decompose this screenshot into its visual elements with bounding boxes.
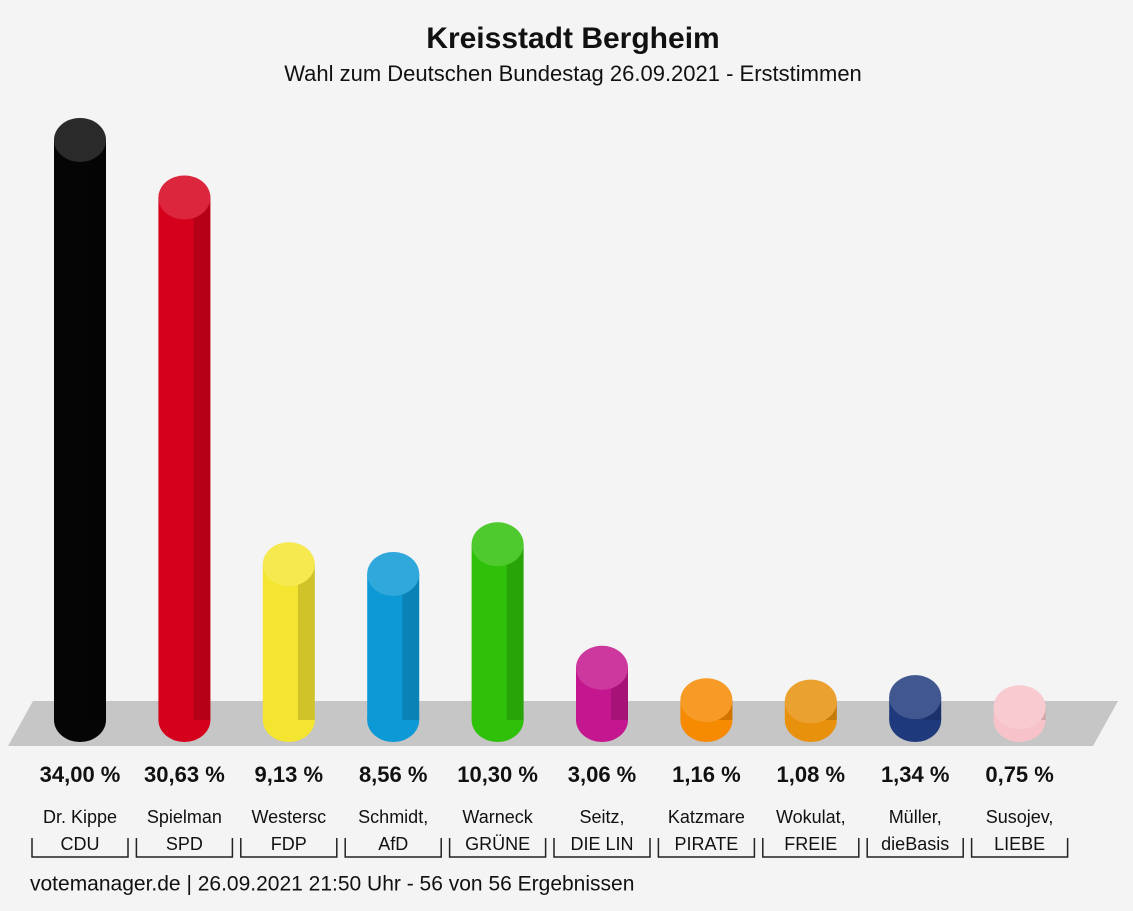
party-label: DIE LIN <box>570 834 633 854</box>
party-bracket <box>657 838 756 858</box>
bar-cap <box>367 551 420 596</box>
bar-shade <box>89 140 106 720</box>
party-bracket <box>762 838 860 858</box>
party-bracket <box>866 838 964 858</box>
candidate-label: Wokulat, <box>776 807 846 827</box>
bar-cap-light <box>158 175 211 220</box>
party-bracket <box>240 838 338 858</box>
value-label: 9,13 % <box>255 762 324 787</box>
party-bracket <box>553 838 651 858</box>
bar-shade <box>297 564 315 720</box>
bar-body <box>262 564 315 720</box>
candidate-label: Westersc <box>251 807 326 827</box>
bar-body <box>54 140 106 720</box>
candidate-label: Warneck <box>462 807 533 827</box>
party-bracket <box>31 838 129 858</box>
bar-cap-light <box>576 645 628 690</box>
chart-subtitle: Wahl zum Deutschen Bundestag 26.09.2021 … <box>284 61 862 86</box>
value-label: 1,34 % <box>881 762 950 787</box>
bar <box>784 679 837 742</box>
party-label: CDU <box>61 834 100 854</box>
bar <box>262 542 315 742</box>
bar-cap <box>576 645 628 690</box>
bar-cap <box>158 175 211 220</box>
value-label: 3,06 % <box>568 762 637 787</box>
party-label: GRÜNE <box>465 834 530 854</box>
bar-cap-light <box>993 685 1046 730</box>
bar-cap-light <box>367 551 420 596</box>
bar-cap <box>680 678 733 723</box>
value-label: 30,63 % <box>144 762 225 787</box>
candidate-label: Schmidt, <box>358 807 428 827</box>
bar-cap <box>471 522 524 567</box>
bar-body <box>158 197 211 721</box>
party-label: AfD <box>378 834 408 854</box>
party-bracket <box>970 838 1069 858</box>
party-label: SPD <box>166 834 203 854</box>
candidate-label: Spielman <box>147 807 222 827</box>
candidate-label: Katzmare <box>668 807 745 827</box>
bar-cap <box>889 675 942 720</box>
bar <box>158 175 211 742</box>
candidate-label: Müller, <box>889 807 942 827</box>
bar <box>367 551 420 742</box>
bar-body <box>471 544 524 720</box>
bar <box>576 645 628 742</box>
candidate-label: Seitz, <box>579 807 624 827</box>
footer: votemanager.de | 26.09.2021 21:50 Uhr - … <box>30 873 634 896</box>
bar-cap-light <box>262 542 315 587</box>
bar-cap <box>54 118 106 162</box>
party-label: PIRATE <box>675 834 739 854</box>
value-label: 8,56 % <box>359 762 428 787</box>
bar <box>889 675 942 742</box>
bar-cap <box>784 679 837 724</box>
chart-title: Kreisstadt Bergheim <box>426 22 719 55</box>
bar-cap-light <box>680 678 733 723</box>
value-label: 1,08 % <box>777 762 846 787</box>
bar <box>54 118 106 742</box>
bar-cap-light <box>471 522 524 567</box>
bar <box>680 678 733 742</box>
party-label: FDP <box>271 834 307 854</box>
bar-cap <box>993 685 1046 730</box>
bar-cap <box>262 542 315 587</box>
candidate-label: Dr. Kippe <box>43 807 117 827</box>
party-bracket <box>448 838 547 858</box>
value-label: 0,75 % <box>985 762 1054 787</box>
bar-shade <box>506 544 524 720</box>
party-bracket <box>135 838 234 858</box>
bar-shade <box>193 197 211 721</box>
party-bracket <box>344 838 442 858</box>
bar-body <box>367 573 420 720</box>
bar <box>471 522 524 742</box>
bar-cap-light <box>54 118 106 162</box>
candidate-label: Susojev, <box>986 807 1054 827</box>
value-label: 10,30 % <box>457 762 538 787</box>
bar-cap-light <box>889 675 942 720</box>
value-label: 1,16 % <box>672 762 741 787</box>
party-label: LIEBE <box>994 834 1045 854</box>
bar-shade <box>402 573 420 720</box>
value-label: 34,00 % <box>40 762 121 787</box>
bar <box>993 685 1046 742</box>
party-label: FREIE <box>784 834 837 854</box>
party-label: dieBasis <box>881 834 949 854</box>
bar-cap-light <box>784 679 837 724</box>
